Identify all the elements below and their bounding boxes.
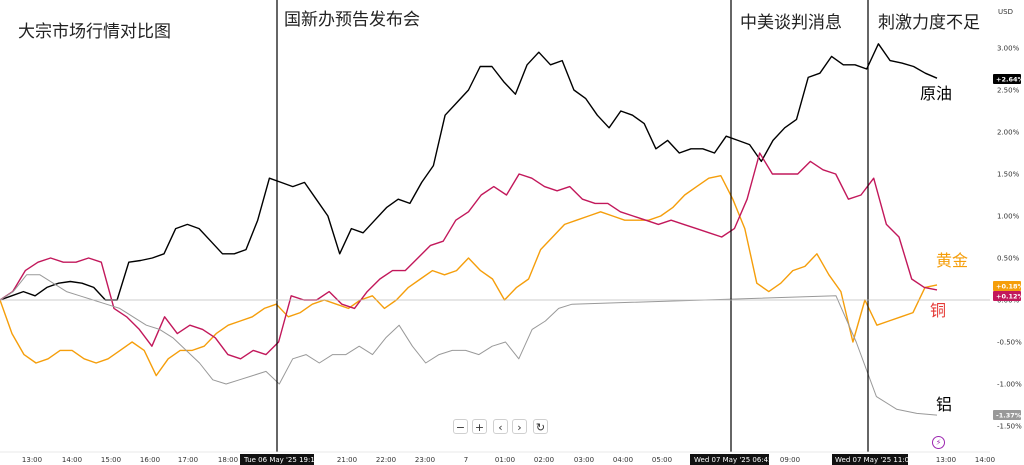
annotation-stimulus: 刺激力度不足 — [878, 13, 980, 33]
annotation-press: 国新办预告发布会 — [284, 10, 420, 30]
x-tick-label: 23:00 — [415, 456, 435, 464]
x-tick-label: 09:00 — [780, 456, 800, 464]
currency-label: USD — [998, 8, 1013, 16]
badge-crude: +2.64% — [993, 74, 1024, 84]
x-tick-label: 01:00 — [495, 456, 515, 464]
y-tick-label: 1.00% — [997, 213, 1020, 221]
svg-text:+0.12%: +0.12% — [996, 293, 1024, 301]
zoom-in-button[interactable]: + — [472, 419, 487, 434]
scroll-right-button[interactable]: › — [512, 419, 527, 434]
x-tick-label: 18:00 — [218, 456, 238, 464]
series-line — [0, 43, 938, 301]
x-highlight-trade-talks: Wed 07 May '25 06:45 — [690, 454, 773, 465]
series-label-copper: 铜 — [930, 301, 946, 320]
y-tick-label: 2.50% — [997, 87, 1020, 95]
x-highlight-press: Tue 06 May '25 19:15 — [240, 454, 319, 465]
svg-text:+0.18%: +0.18% — [996, 283, 1024, 291]
x-tick-label: 13:00 — [22, 456, 42, 464]
x-tick-label: 03:00 — [574, 456, 594, 464]
x-tick-label: 13:00 — [936, 456, 956, 464]
badge-aluminum: -1.37% — [993, 410, 1022, 420]
y-tick-label: 1.50% — [997, 171, 1020, 179]
x-tick-label: 14:00 — [62, 456, 82, 464]
x-tick-label: 02:00 — [534, 456, 554, 464]
reset-chart-button[interactable]: ↻ — [533, 419, 548, 434]
series-label-crude: 原油 — [920, 84, 952, 103]
badge-copper: +0.12% — [993, 291, 1024, 301]
x-tick-label: 14:00 — [975, 456, 995, 464]
y-tick-label: -1.00% — [997, 381, 1022, 389]
svg-text:Tue 06 May '25 19:15: Tue 06 May '25 19:15 — [243, 456, 319, 464]
svg-text:Wed 07 May '25 11:00: Wed 07 May '25 11:00 — [835, 456, 914, 464]
lightning-icon[interactable]: ⚡ — [932, 436, 945, 449]
x-highlight-stimulus: Wed 07 May '25 11:00 — [832, 454, 914, 465]
series-label-gold: 黄金 — [936, 251, 968, 270]
series-line — [0, 152, 938, 360]
x-tick-label: 16:00 — [140, 456, 160, 464]
y-tick-label: 3.00% — [997, 45, 1020, 53]
y-tick-label: 0.50% — [997, 255, 1020, 263]
x-tick-label: 15:00 — [101, 456, 121, 464]
series-line — [0, 174, 938, 377]
x-tick-label: 05:00 — [652, 456, 672, 464]
annotation-trade-talks: 中美谈判消息 — [740, 13, 842, 33]
y-tick-label: 2.00% — [997, 129, 1020, 137]
svg-text:+2.64%: +2.64% — [996, 76, 1024, 84]
series-label-aluminum: 铝 — [936, 395, 952, 414]
y-tick-label: -0.50% — [997, 339, 1022, 347]
svg-text:Wed 07 May '25 06:45: Wed 07 May '25 06:45 — [694, 456, 773, 464]
zoom-out-button[interactable]: − — [453, 419, 468, 434]
x-tick-label: 21:00 — [337, 456, 357, 464]
x-tick-label: 17:00 — [178, 456, 198, 464]
x-tick-label: 22:00 — [376, 456, 396, 464]
scroll-left-button[interactable]: ‹ — [493, 419, 508, 434]
series-line — [0, 274, 938, 416]
svg-text:-1.37%: -1.37% — [996, 412, 1022, 420]
x-tick-label: 04:00 — [613, 456, 633, 464]
x-tick-label: 7 — [464, 456, 468, 464]
chart-title: 大宗市场行情对比图 — [18, 22, 171, 42]
y-tick-label: -1.50% — [997, 423, 1022, 431]
badge-gold: +0.18% — [993, 281, 1024, 291]
